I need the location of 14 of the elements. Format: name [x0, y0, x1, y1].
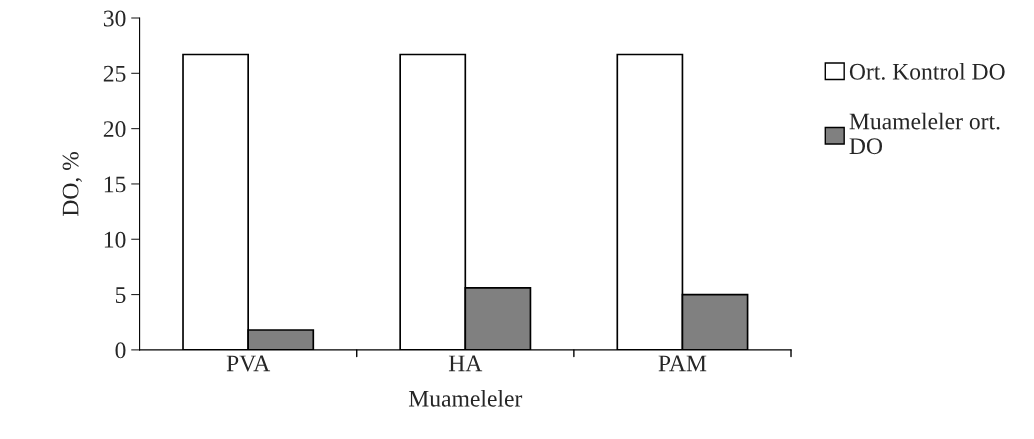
y-axis-title: DO, % [62, 151, 82, 217]
y-tick-label: 20 [103, 121, 126, 138]
y-tick-label: 30 [103, 10, 126, 27]
y-tick-label: 10 [104, 231, 126, 248]
y-tick-label: 5 [115, 287, 126, 303]
x-axis-title: Muameleler [408, 390, 523, 407]
y-tick-label: 15 [104, 176, 126, 193]
y-tick-label: 25 [103, 65, 126, 82]
y-tick-label: 0 [115, 342, 126, 359]
legend-label: Muameleler ort. DO [849, 112, 1000, 155]
x-tick-label: PAM [658, 355, 707, 372]
x-tick-label: PVA [226, 355, 271, 372]
legend-label: Ort. Kontrol DO [849, 63, 1005, 80]
x-tick-label: HA [448, 355, 483, 372]
